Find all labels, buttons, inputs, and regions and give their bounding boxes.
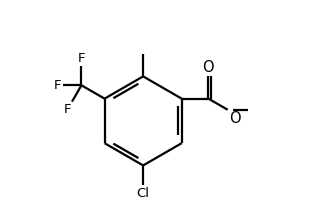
- Text: O: O: [203, 60, 214, 75]
- Text: O: O: [229, 111, 240, 126]
- Text: F: F: [63, 103, 71, 116]
- Text: F: F: [54, 79, 61, 92]
- Text: Cl: Cl: [137, 187, 150, 200]
- Text: F: F: [78, 52, 85, 65]
